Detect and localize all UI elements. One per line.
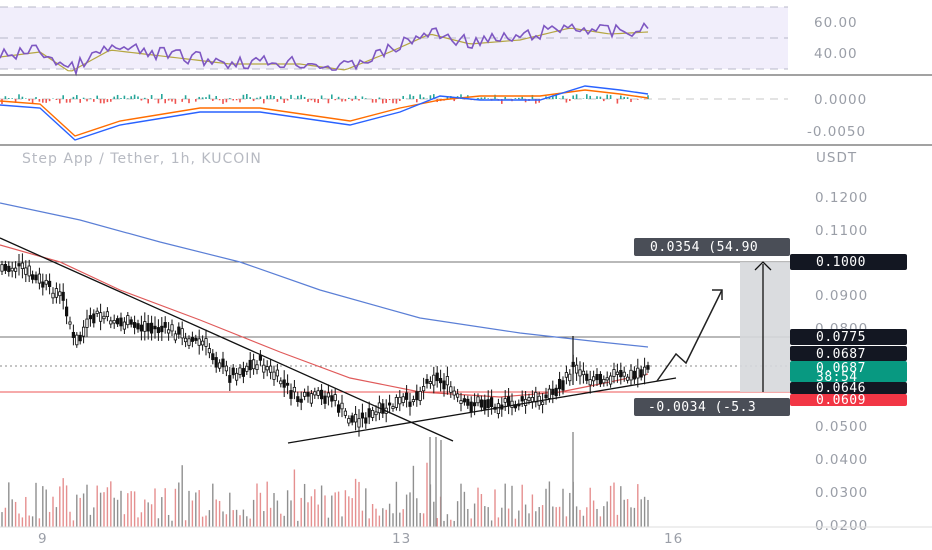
loss-zone xyxy=(740,383,790,392)
macd-line xyxy=(0,85,649,141)
price-tick: 0.0400 xyxy=(815,452,868,468)
tag-stop: 0.0609 xyxy=(816,393,866,408)
ma-fast-line xyxy=(0,244,649,398)
tag-price-line: 0.0687 xyxy=(816,347,866,362)
price-tick: 0.1100 xyxy=(815,223,868,239)
rsi-tick-40: 40.00 xyxy=(814,46,858,62)
macd-pane: 0.0000 -0.0050 xyxy=(0,85,867,141)
date-tick: 16 xyxy=(664,531,683,547)
date-tick: 13 xyxy=(392,531,411,547)
loss-label: -0.0034 (-5.3 xyxy=(648,400,756,415)
candlesticks xyxy=(0,253,650,437)
volume-bars xyxy=(1,432,649,527)
tag-entry: 0.0646 xyxy=(816,381,866,396)
tag-target: 0.1000 xyxy=(816,255,866,270)
profit-label: 0.0354 (54.90 xyxy=(650,240,758,255)
projection-path xyxy=(656,289,723,382)
symbol-title: Step App / Tether, 1h, KUCOIN xyxy=(22,151,262,167)
profit-zone xyxy=(740,262,790,383)
long-position-tool[interactable]: 0.0354 (54.90 -0.0034 (-5.3 xyxy=(634,238,790,416)
ma-slow-line xyxy=(0,202,649,348)
date-tick: 9 xyxy=(38,531,48,547)
price-tick: 0.0500 xyxy=(815,419,868,435)
descending-trendline[interactable] xyxy=(0,237,454,442)
currency-label: USDT xyxy=(816,150,857,166)
rsi-line xyxy=(0,22,649,77)
price-tick: 0.0200 xyxy=(815,518,868,534)
price-tags: 0.1000 0.0775 0.0687 0.0687 38:54 0.0646… xyxy=(790,254,907,408)
tag-last-price: 0.0687 xyxy=(816,361,866,376)
projection-arrowhead xyxy=(712,289,723,300)
rsi-tick-60: 60.00 xyxy=(814,15,858,31)
tag-countdown: 38:54 xyxy=(816,370,858,385)
macd-signal-line xyxy=(0,89,649,137)
macd-tick-0: 0.0000 xyxy=(814,92,867,108)
support-trendline[interactable] xyxy=(287,377,677,444)
price-tick: 0.0300 xyxy=(815,485,868,501)
tag-resistance: 0.0775 xyxy=(816,330,866,345)
price-axis: 0.1200 0.1100 0.0900 0.0800 0.0500 0.040… xyxy=(815,190,868,534)
price-tick: 0.1200 xyxy=(815,190,868,206)
macd-tick-neg: -0.0050 xyxy=(807,124,866,140)
rsi-pane: 60.00 40.00 xyxy=(0,6,858,77)
price-tick: 0.0900 xyxy=(815,288,868,304)
